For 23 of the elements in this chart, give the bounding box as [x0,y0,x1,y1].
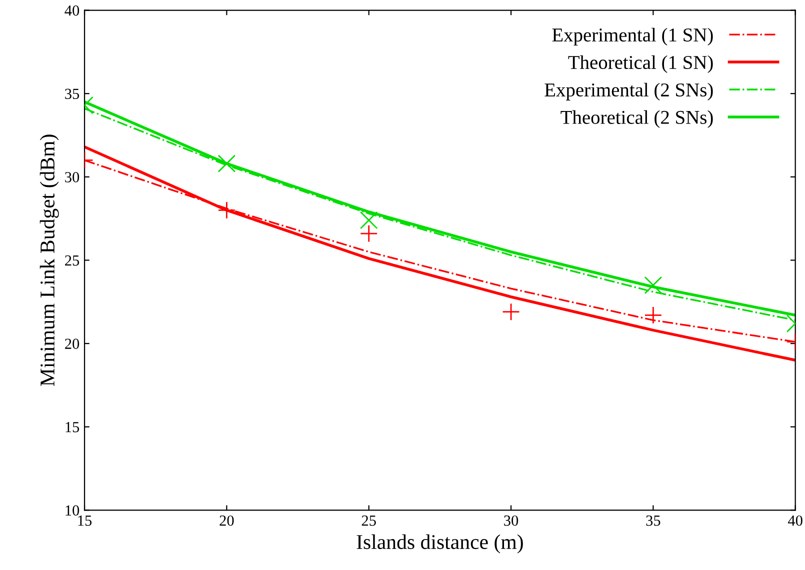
point [360,224,378,242]
point [502,302,520,321]
y-axis-title: Minimum Link Budget (dBm) [40,134,59,386]
y-tick-label: 30 [65,172,80,182]
x-tick-label: 15 [78,516,92,526]
x-tick-label: 25 [362,515,376,526]
y-tick-label: 25 [65,255,80,266]
point [360,211,378,230]
x-tick-label: 35 [646,515,660,526]
y-tick-label: 15 [66,422,80,432]
legend-label: Experimental (2 SNs) [544,82,713,100]
x-axis-title: Islands distance (m) [356,534,523,554]
line-series [84,146,796,362]
y-tick-label: 20 [65,338,80,349]
legend-label: Theoretical (2 SNs) [560,110,713,128]
y-tick-label: 10 [66,505,80,516]
x-tick-label: 30 [504,515,518,526]
x-tick-label: 20 [220,515,234,526]
legend-label: Experimental (1 SN) [552,28,713,46]
legend-label: Theoretical (1 SN) [568,55,713,73]
y-tick-label: 35 [65,88,80,100]
y-tick-label: 40 [64,5,80,16]
x-tick-label: 40 [788,515,802,526]
